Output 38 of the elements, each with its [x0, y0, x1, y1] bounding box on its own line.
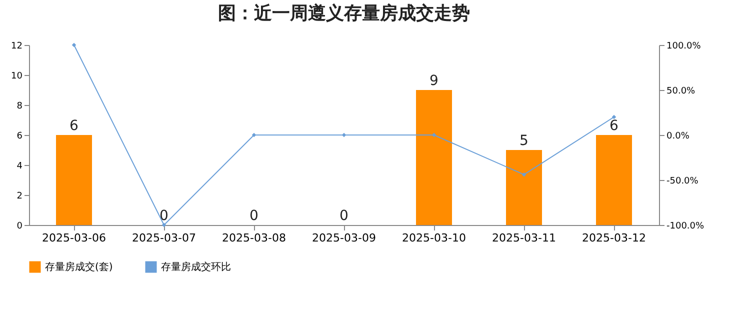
y2-tick-label: -50.0%	[666, 176, 699, 186]
legend-label: 存量房成交环比	[161, 261, 231, 273]
y-tick-label: 4	[16, 162, 23, 172]
data-label: 5	[520, 133, 528, 149]
y-tick-label: 10	[11, 72, 23, 82]
x-tick-label: 2025-03-07	[132, 232, 196, 244]
legend-label: 存量房成交(套)	[45, 261, 113, 273]
bar	[56, 135, 92, 225]
data-label: 0	[160, 208, 168, 224]
y-tick-label: 6	[16, 132, 23, 142]
data-label: 6	[70, 118, 79, 134]
y2-tick-label: -100.0%	[666, 222, 705, 232]
data-label: 0	[340, 208, 348, 224]
y-tick-label: 2	[16, 192, 22, 202]
point	[522, 172, 526, 177]
x-tick-label: 2025-03-11	[492, 232, 556, 244]
x-tick-label: 2025-03-10	[402, 232, 466, 244]
bar	[596, 135, 632, 225]
y-tick-label: 12	[11, 42, 22, 52]
data-label: 0	[250, 208, 258, 224]
point	[612, 114, 616, 120]
y2-tick-label: 100.0%	[666, 42, 702, 52]
data-label: 6	[610, 118, 619, 134]
x-tick-label: 2025-03-09	[312, 232, 376, 244]
y-tick-label: 0	[16, 222, 23, 232]
point	[432, 132, 436, 138]
x-tick-label: 2025-03-08	[222, 232, 286, 244]
bar	[416, 90, 452, 225]
x-tick-label: 2025-03-06	[42, 232, 106, 244]
x-tick-label: 2025-03-12	[582, 232, 646, 244]
y-tick-label: 8	[16, 102, 23, 112]
point	[72, 42, 76, 48]
point	[162, 222, 166, 228]
data-label: 9	[430, 73, 438, 89]
y2-tick-label: 50.0%	[666, 86, 696, 96]
chart-title: 图：近一周遵义存量房成交走势	[218, 3, 470, 24]
bar	[506, 150, 542, 225]
y2-tick-label: 0.0%	[666, 132, 690, 142]
